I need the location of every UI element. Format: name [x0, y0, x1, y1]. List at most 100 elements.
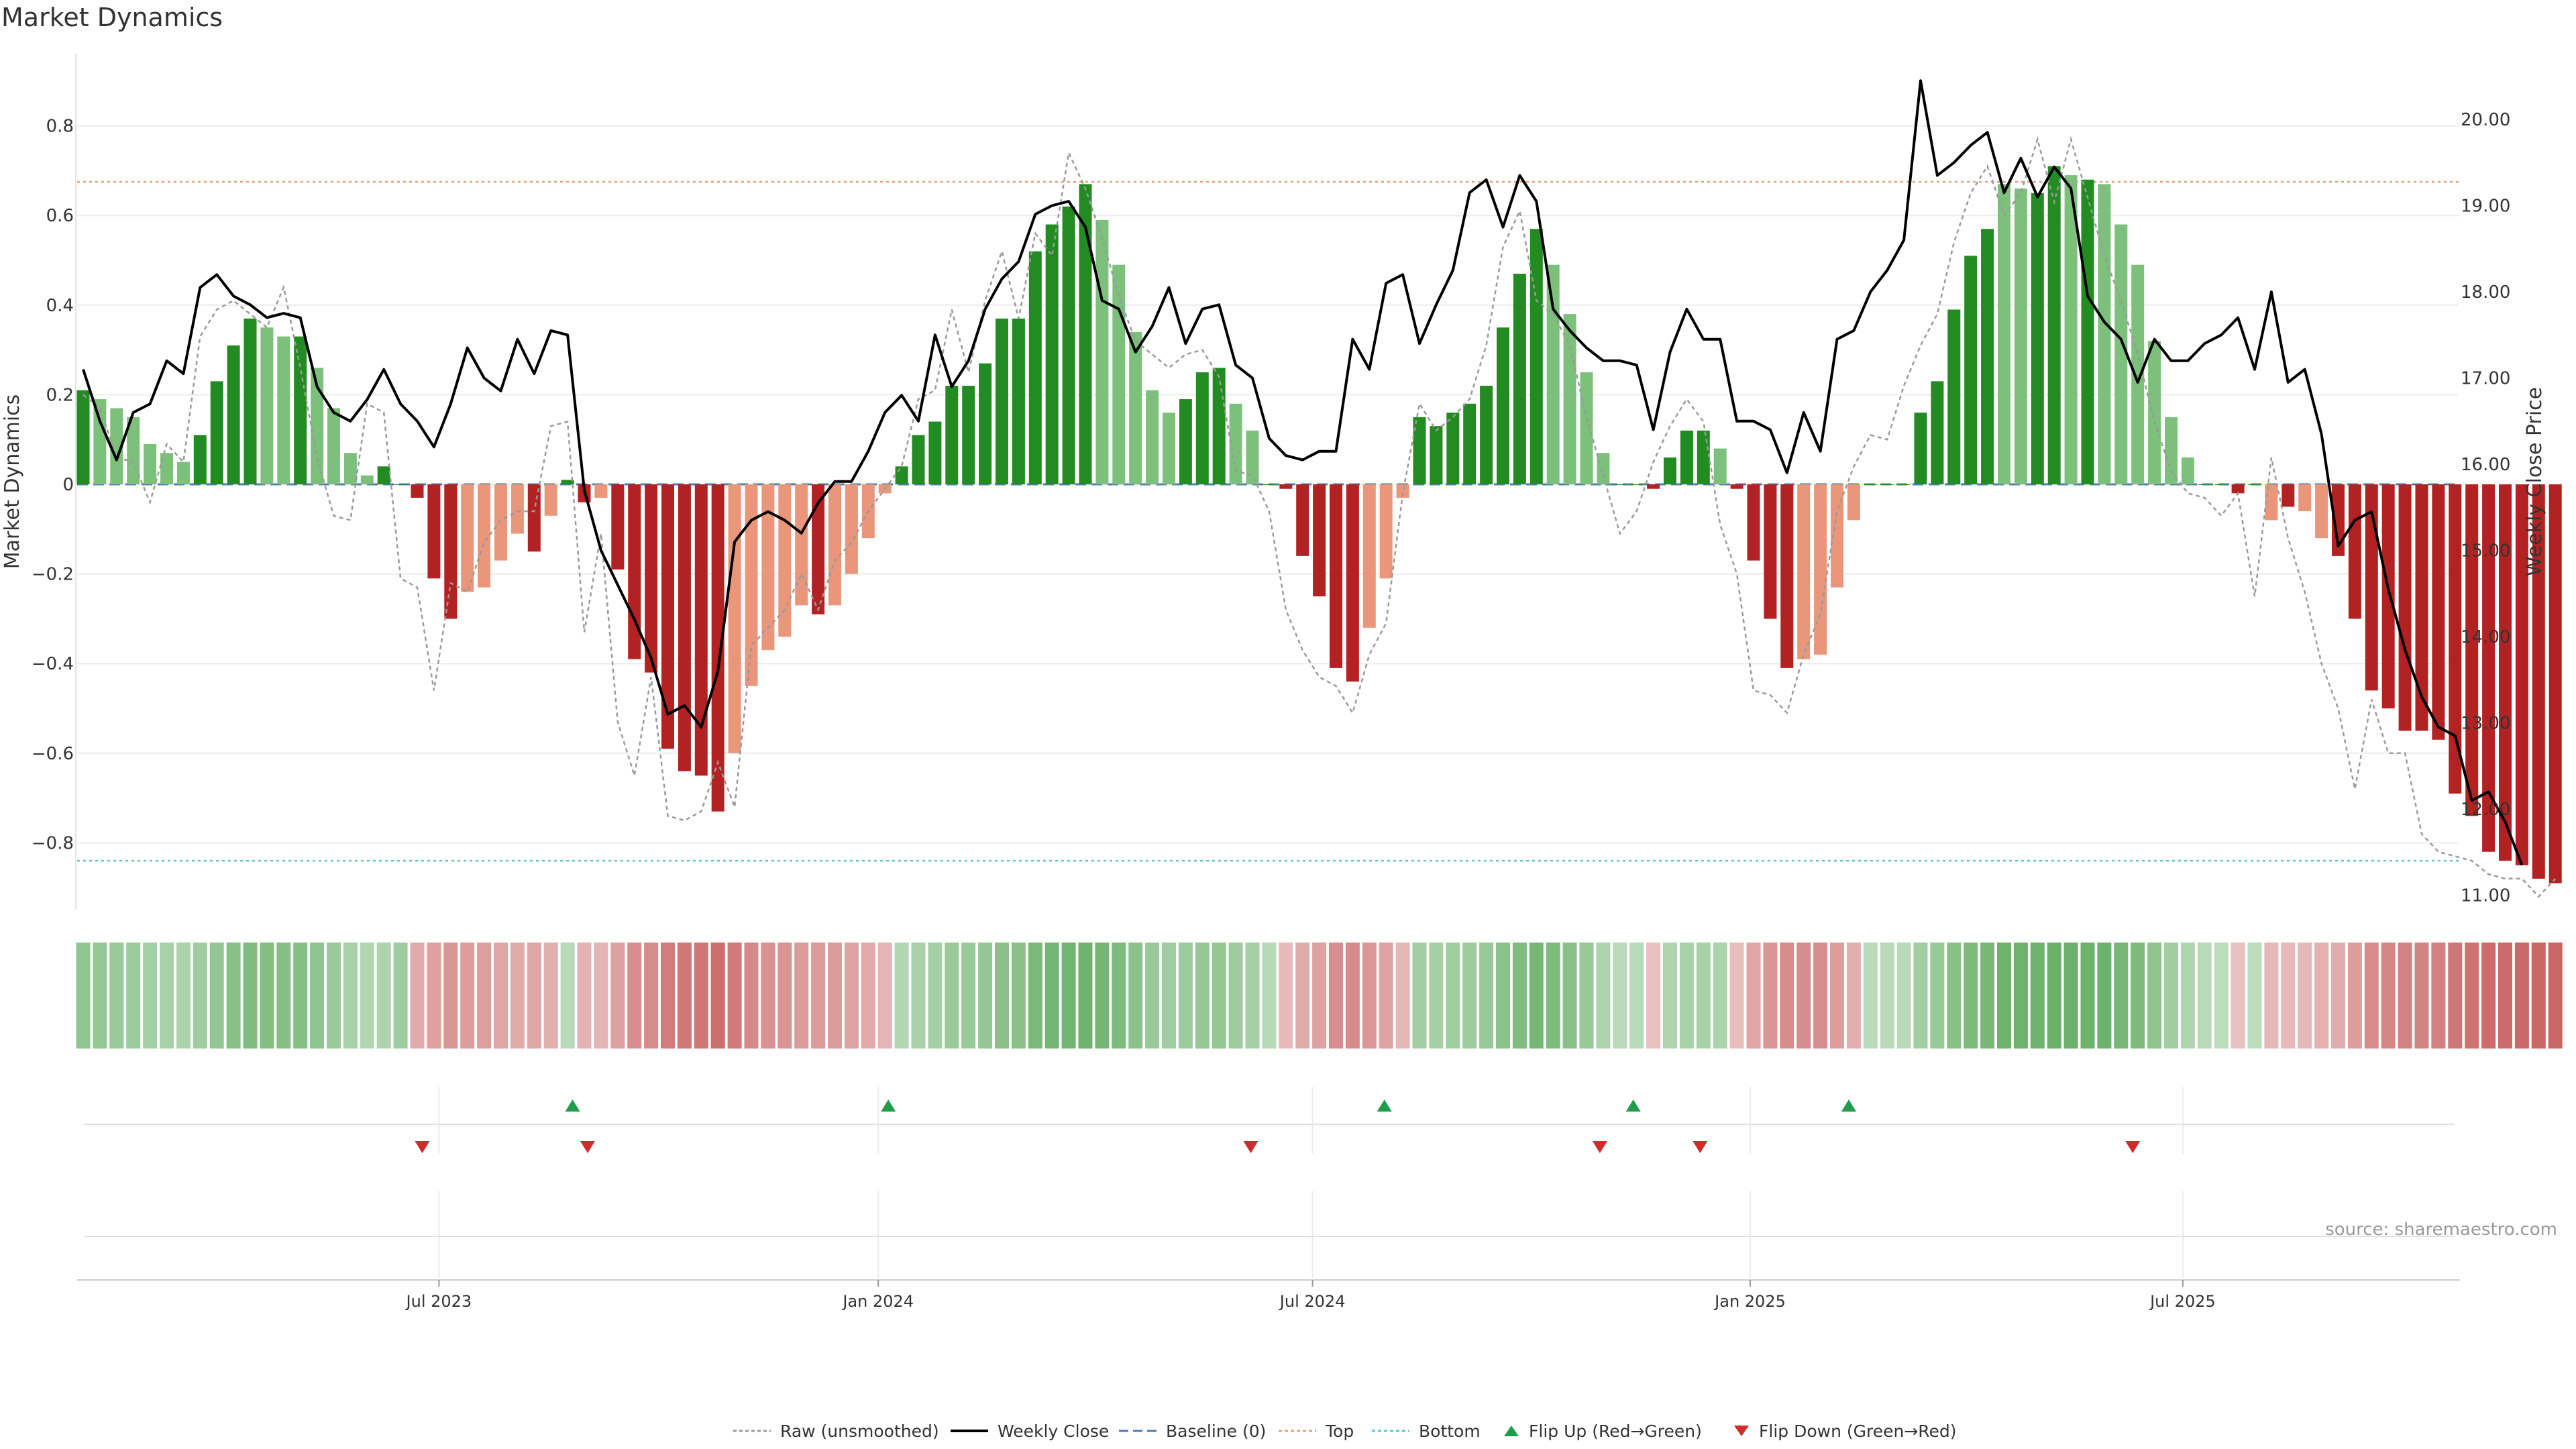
heatmap-cell	[1429, 943, 1444, 1049]
heatmap-cell	[1646, 943, 1661, 1049]
heatmap-cell	[995, 943, 1009, 1049]
grid-layer	[77, 125, 2459, 1278]
heatmap-cell	[460, 943, 475, 1049]
heatmap-cell	[2481, 943, 2496, 1049]
heatmap-cell	[343, 943, 358, 1049]
heatmap-cell	[360, 943, 374, 1049]
dynamics-bar	[227, 345, 240, 484]
heatmap-cell	[2414, 943, 2429, 1049]
heatmap-cell	[1145, 943, 1160, 1049]
heatmap-cell	[1479, 943, 1494, 1049]
dynamics-bar	[1546, 264, 1560, 484]
dynamics-bar	[1446, 413, 1460, 484]
heatmap-cell	[126, 943, 141, 1049]
heatmap-cell	[510, 943, 525, 1049]
heatmap-cell	[2431, 943, 2446, 1049]
dynamics-bar	[1396, 484, 1409, 498]
legend-item: Top	[1279, 1421, 1354, 1441]
dynamics-bar	[1497, 327, 1509, 484]
dynamics-bar	[1697, 430, 1710, 484]
y2-tick-label: 16.00	[2461, 455, 2510, 475]
heatmap-cell	[828, 943, 842, 1049]
heatmap-cell	[1846, 943, 1861, 1049]
heatmap-cell	[861, 943, 875, 1049]
dynamics-bar	[360, 475, 374, 484]
dynamics-bar	[411, 484, 424, 498]
weekly-close-line	[82, 79, 2524, 866]
y-tick-label: 0	[62, 475, 74, 495]
x-tick-label: Jan 2024	[841, 1292, 914, 1311]
dynamics-bar	[1346, 484, 1359, 682]
flip-up-marker	[1377, 1099, 1392, 1112]
dynamics-bar	[1981, 229, 1994, 484]
dynamics-bar	[2348, 484, 2361, 619]
heatmap-cell	[1629, 943, 1644, 1049]
dynamics-bar	[795, 484, 808, 606]
dynamics-bar	[1179, 399, 1192, 484]
heatmap-cell	[1930, 943, 1945, 1049]
dynamics-bar	[2298, 484, 2312, 512]
dynamics-bar	[2114, 224, 2128, 484]
heatmap-cell	[1512, 943, 1527, 1049]
dynamics-bar	[2047, 166, 2061, 484]
dynamics-bar	[1764, 484, 1777, 619]
y2-tick-label: 14.00	[2461, 627, 2510, 647]
dynamics-bar	[2098, 184, 2111, 484]
heatmap-cell	[1713, 943, 1727, 1049]
dynamics-bar	[2415, 484, 2428, 731]
dynamics-bar	[1563, 314, 1576, 484]
heatmap-cell	[2465, 943, 2479, 1049]
heatmap-cell	[644, 943, 659, 1049]
heatmap-cell	[761, 943, 775, 1049]
heatmap-cell	[1228, 943, 1243, 1049]
y2-tick-label: 20.00	[2461, 110, 2510, 130]
heatmap-cell	[260, 943, 274, 1049]
heatmap-cell	[209, 943, 224, 1049]
heatmap-cell	[2498, 943, 2512, 1049]
x-tick-label: Jan 2025	[1713, 1292, 1786, 1311]
heatmap-cell	[2131, 943, 2145, 1049]
dynamics-bar	[611, 484, 625, 570]
heatmap-cell	[1095, 943, 1110, 1049]
heatmap-cell	[710, 943, 725, 1049]
dynamics-bar	[527, 484, 541, 552]
heatmap-cell	[1496, 943, 1510, 1049]
heatmap-cell	[1896, 943, 1911, 1049]
dynamics-bar	[1580, 372, 1593, 484]
heatmap-cell	[2147, 943, 2162, 1049]
heatmap-cell	[2264, 943, 2279, 1049]
dynamics-bar	[1246, 430, 1259, 484]
heatmap-cell	[2114, 943, 2129, 1049]
heatmap-cell	[2514, 943, 2529, 1049]
dynamics-bar	[110, 408, 123, 484]
heatmap-cell	[2398, 943, 2412, 1049]
dynamics-bar	[2515, 484, 2528, 865]
dynamics-bar	[2499, 484, 2512, 861]
heatmap-cell	[1312, 943, 1327, 1049]
heatmap-cell	[1162, 943, 1176, 1049]
dynamics-bar	[1296, 484, 1309, 556]
dynamics-bar	[327, 408, 340, 484]
heatmap-cell	[2298, 943, 2312, 1049]
dynamics-bar	[561, 480, 574, 484]
dynamics-bar	[1313, 484, 1326, 596]
heatmap-cell	[176, 943, 191, 1049]
x-axis: Jul 2023 Jan 2024 Jul 2024 Jan 2025 Jul 2025	[405, 1280, 2216, 1311]
heatmap-cell	[193, 943, 207, 1049]
x-tick-label: Jul 2025	[2149, 1292, 2216, 1311]
dynamics-bar	[745, 484, 758, 686]
flip-up-marker	[881, 1099, 896, 1112]
legend-label: Flip Down (Green→Red)	[1759, 1421, 1957, 1441]
heatmap-cell	[76, 943, 91, 1049]
flip-down-marker	[2125, 1141, 2141, 1153]
heatmap-cell	[1379, 943, 1393, 1049]
dynamics-bar	[2031, 193, 2044, 484]
dynamics-bar	[1430, 426, 1443, 484]
dynamics-bar	[1713, 448, 1727, 484]
flip-down-marker	[1243, 1141, 1258, 1153]
dynamics-bar	[2282, 484, 2295, 507]
flip-markers	[415, 1099, 2141, 1153]
y2-axis-title: Weekly Close Price	[2523, 387, 2546, 576]
heatmap-cell	[1863, 943, 1878, 1049]
dynamics-bar	[2231, 484, 2245, 494]
